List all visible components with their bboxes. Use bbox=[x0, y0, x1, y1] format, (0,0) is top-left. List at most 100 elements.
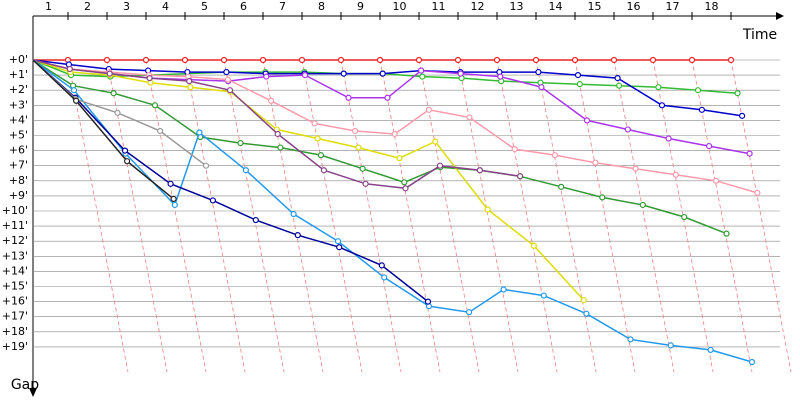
y-tick-label: +15' bbox=[2, 280, 28, 293]
point bbox=[301, 71, 309, 79]
x-tick-label: 7 bbox=[279, 0, 286, 13]
point bbox=[632, 165, 639, 172]
y-tick-label: +16' bbox=[2, 295, 28, 308]
x-tick-label: 10 bbox=[393, 0, 407, 13]
y-axis-arrow bbox=[29, 388, 37, 397]
x-tick-label: 16 bbox=[627, 0, 641, 13]
point bbox=[202, 162, 210, 169]
point bbox=[419, 73, 426, 80]
x-tick-label: 11 bbox=[432, 0, 446, 13]
point bbox=[171, 201, 178, 209]
point bbox=[535, 68, 542, 76]
point bbox=[114, 109, 121, 116]
point bbox=[401, 179, 408, 186]
point bbox=[466, 309, 473, 316]
y-tick-label: +1' bbox=[9, 68, 28, 81]
point bbox=[672, 171, 679, 178]
y-tick-label: +9' bbox=[9, 189, 28, 202]
point bbox=[274, 130, 281, 138]
point bbox=[576, 81, 583, 88]
stage-guide bbox=[184, 59, 246, 373]
point bbox=[580, 296, 587, 304]
y-tick-label: +18' bbox=[2, 325, 28, 338]
point bbox=[381, 274, 388, 281]
y-tick-label: +13' bbox=[2, 249, 28, 262]
stage-guide bbox=[67, 59, 129, 373]
point bbox=[497, 73, 504, 80]
point bbox=[237, 139, 244, 147]
x-tick-label: 15 bbox=[588, 0, 602, 13]
x-tick-label: 8 bbox=[318, 0, 325, 13]
y-tick-label: +6' bbox=[9, 144, 28, 157]
point bbox=[290, 210, 297, 218]
point bbox=[457, 70, 464, 77]
y-tick-label: +19' bbox=[2, 340, 28, 353]
stage-guide bbox=[574, 59, 636, 373]
x-tick-label: 6 bbox=[240, 0, 247, 13]
point bbox=[615, 82, 623, 89]
x-tick-label: 18 bbox=[705, 0, 719, 13]
point bbox=[583, 310, 590, 317]
point bbox=[476, 167, 483, 174]
point bbox=[665, 135, 672, 142]
y-tick-label: +5' bbox=[9, 129, 28, 142]
point bbox=[123, 158, 131, 165]
point bbox=[667, 342, 674, 349]
point bbox=[436, 162, 444, 169]
point bbox=[627, 336, 634, 343]
point bbox=[352, 127, 359, 135]
point bbox=[355, 144, 362, 151]
point bbox=[649, 56, 657, 64]
point bbox=[72, 97, 80, 104]
point bbox=[639, 201, 646, 209]
point bbox=[415, 56, 423, 64]
point bbox=[252, 216, 259, 224]
point bbox=[151, 102, 159, 109]
point bbox=[551, 152, 559, 159]
point bbox=[311, 120, 318, 127]
stage-guide bbox=[340, 59, 402, 373]
stage-guide bbox=[145, 59, 207, 373]
stage-guide bbox=[223, 59, 285, 373]
point bbox=[454, 56, 462, 64]
grid: +0' +1' +2' +3' +4' +5' +6' +7' +8' +9' +10' +11' +1… bbox=[2, 0, 780, 353]
point bbox=[599, 194, 606, 201]
point bbox=[425, 106, 432, 113]
plot bbox=[32, 56, 761, 366]
point bbox=[500, 286, 507, 293]
stage-guide bbox=[730, 59, 792, 373]
point bbox=[738, 112, 746, 119]
x-tick-label: 12 bbox=[471, 0, 485, 13]
point bbox=[146, 75, 153, 82]
point bbox=[727, 56, 735, 64]
point bbox=[538, 84, 545, 91]
stage-guide bbox=[496, 59, 558, 373]
stage-guide bbox=[535, 59, 597, 373]
point bbox=[314, 135, 321, 142]
y-tick-label: +2' bbox=[9, 83, 28, 96]
point bbox=[396, 155, 403, 162]
point bbox=[540, 292, 547, 299]
point bbox=[681, 213, 688, 221]
point bbox=[574, 71, 582, 79]
point bbox=[70, 87, 78, 94]
y-tick-label: +12' bbox=[2, 234, 28, 247]
x-tick-label: 14 bbox=[549, 0, 563, 13]
series-line bbox=[69, 68, 750, 155]
point bbox=[610, 56, 618, 64]
series-line bbox=[70, 71, 585, 301]
stage-guide bbox=[418, 59, 480, 373]
x-tick-label: 5 bbox=[201, 0, 208, 13]
point bbox=[707, 346, 714, 354]
point bbox=[402, 185, 409, 192]
y-tick-label: +11' bbox=[2, 219, 28, 232]
stage-guide bbox=[691, 59, 753, 373]
point bbox=[748, 358, 756, 366]
point bbox=[320, 167, 327, 174]
point bbox=[712, 177, 720, 184]
stage-guide bbox=[457, 59, 519, 373]
series-line bbox=[68, 63, 743, 117]
point bbox=[336, 244, 343, 251]
stage-guide bbox=[652, 59, 714, 373]
